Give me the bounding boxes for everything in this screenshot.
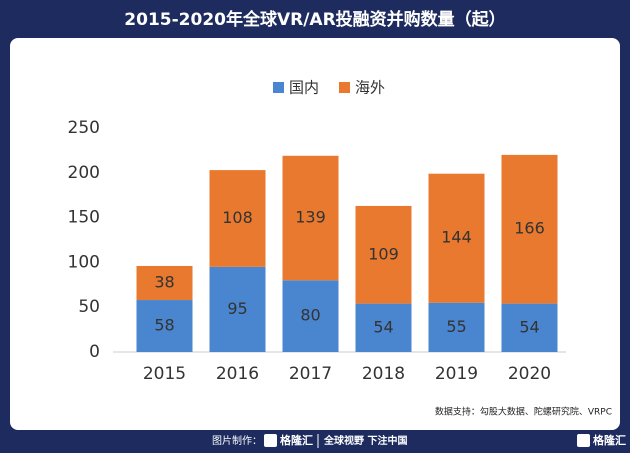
logo-icon xyxy=(264,434,277,447)
y-tick-label: 200 xyxy=(68,163,100,183)
y-tick-label: 100 xyxy=(68,252,100,272)
y-tick-label: 0 xyxy=(89,342,100,362)
x-tick-label: 2020 xyxy=(508,364,551,384)
bar-segment xyxy=(428,173,485,303)
data-label: 144 xyxy=(441,228,472,247)
bar-segment xyxy=(501,303,558,352)
data-label: 109 xyxy=(368,244,399,263)
y-tick-label: 150 xyxy=(68,208,100,228)
brand: 格隆汇 xyxy=(280,433,313,447)
legend-label: 国内 xyxy=(289,79,319,97)
x-tick-label: 2015 xyxy=(143,364,186,384)
legend-swatch xyxy=(273,82,284,93)
y-tick-label: 50 xyxy=(78,297,100,317)
corner-brand: 格隆汇 xyxy=(593,433,626,447)
data-label: 95 xyxy=(227,299,247,318)
data-label: 139 xyxy=(295,208,326,227)
source-note: 数据支持：勾股大数据、陀螺研究院、VRPC xyxy=(435,406,612,418)
bar-segment xyxy=(209,170,266,267)
data-label: 108 xyxy=(222,208,253,227)
bar-segment xyxy=(355,303,412,352)
x-tick-label: 2017 xyxy=(289,364,332,384)
bar-segment xyxy=(136,300,193,352)
bar-segment xyxy=(209,266,266,352)
credit-label: 图片制作： xyxy=(212,434,262,447)
data-label: 80 xyxy=(300,306,320,325)
bar-segment xyxy=(282,280,339,352)
x-tick-label: 2016 xyxy=(216,364,259,384)
bar-segment xyxy=(282,155,339,281)
data-label: 54 xyxy=(373,317,393,336)
bar-segment xyxy=(355,205,412,304)
bar-segment xyxy=(501,154,558,304)
bar-segment xyxy=(136,265,193,301)
slogan: 全球视野 下注中国 xyxy=(323,434,407,447)
x-tick-label: 2019 xyxy=(435,364,478,384)
data-label: 166 xyxy=(514,219,545,238)
y-tick-label: 250 xyxy=(68,118,100,138)
x-tick-label: 2018 xyxy=(362,364,405,384)
data-label: 38 xyxy=(154,273,174,292)
legend-swatch xyxy=(339,82,350,93)
corner-logo-icon xyxy=(577,434,590,447)
chart-title: 2015-2020年全球VR/AR投融资并购数量（起） xyxy=(124,9,505,30)
data-label: 58 xyxy=(154,316,174,335)
data-label: 54 xyxy=(519,317,539,336)
legend-label: 海外 xyxy=(355,79,385,97)
bar-segment xyxy=(428,302,485,352)
data-label: 55 xyxy=(446,317,466,336)
